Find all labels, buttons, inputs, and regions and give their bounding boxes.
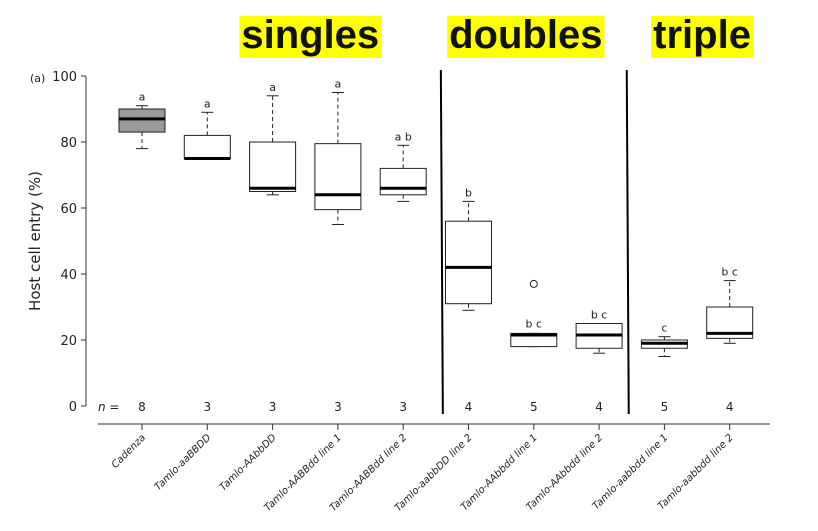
category-label: Tamlo-aabbdd line 2 <box>656 432 736 512</box>
y-tick-label: 20 <box>60 334 77 349</box>
axes: (a) 0 20 40 60 80 100 Host cell entry (%) <box>26 70 770 425</box>
box-2: a 3 Tamlo-aaBBDD <box>153 97 231 493</box>
iqr-box <box>510 332 558 348</box>
n-value: 3 <box>203 400 211 414</box>
outlier-point <box>529 279 538 288</box>
significance-letter: b c <box>526 317 543 330</box>
group-label-highlight <box>447 16 605 58</box>
y-tick-label: 100 <box>52 70 77 85</box>
n-prefix: n = <box>98 400 119 414</box>
y-tick-label: 80 <box>60 136 77 151</box>
group-label-highlight <box>651 16 753 58</box>
category-label: Tamlo-aaBBDD <box>153 432 214 493</box>
iqr-box <box>249 141 297 192</box>
n-value: 8 <box>138 400 146 414</box>
iqr-box <box>314 143 362 211</box>
significance-letter: a <box>269 81 276 94</box>
significance-letter: a <box>139 91 146 104</box>
significance-letter: b c <box>591 309 608 322</box>
n-value: 4 <box>465 400 473 414</box>
significance-letter: a <box>335 78 342 91</box>
group-label-triple: triple <box>651 13 753 58</box>
box-10: b c 4 Tamlo-aabbdd line 2 <box>656 266 754 512</box>
n-value: 4 <box>726 400 734 414</box>
significance-letter: b c <box>721 266 738 279</box>
annotations: n = <box>98 400 119 414</box>
y-tick-label: 60 <box>60 202 77 217</box>
group-divider <box>439 69 444 415</box>
iqr-box <box>445 220 492 305</box>
iqr-box <box>183 134 231 159</box>
group-label-text: singles <box>241 13 379 57</box>
group-label-singles: singles <box>239 13 382 58</box>
group-divider <box>625 69 630 415</box>
n-value: 3 <box>269 400 277 414</box>
iqr-box <box>118 108 166 133</box>
category-label: Tamlo-aabbdd line 1 <box>591 432 671 512</box>
y-tick-label: 0 <box>69 400 77 415</box>
category-label: Tamlo-AAbbDD <box>218 432 279 493</box>
n-value: 5 <box>530 400 538 414</box>
significance-letter: a b <box>395 130 412 143</box>
group-label-highlight <box>239 16 382 58</box>
group-label-text: doubles <box>449 13 602 57</box>
n-value: 4 <box>595 400 603 414</box>
box-9: c 5 Tamlo-aabbdd line 1 <box>591 322 688 512</box>
boxes: a 8 Cadenza a 3 Tamlo-aaBBDD a 3 Tamlo-AAbbDD a 3 T… <box>110 78 754 514</box>
group-label-doubles: doubles <box>447 13 605 58</box>
n-value: 5 <box>661 400 669 414</box>
category-label: Cadenza <box>110 432 148 470</box>
y-axis-label: Host cell entry (%) <box>26 171 44 311</box>
n-value: 3 <box>399 400 407 414</box>
significance-letter: a <box>204 97 211 110</box>
significance-letter: b <box>465 186 472 199</box>
significance-letter: c <box>661 322 667 335</box>
y-tick-label: 40 <box>60 268 77 283</box>
panel-tag: (a) <box>30 72 45 85</box>
group-dividers <box>439 69 630 415</box>
group-label-text: triple <box>653 13 751 57</box>
group-labels: singles doubles triple <box>239 13 753 58</box>
n-value: 3 <box>334 400 342 414</box>
iqr-box <box>379 167 427 196</box>
